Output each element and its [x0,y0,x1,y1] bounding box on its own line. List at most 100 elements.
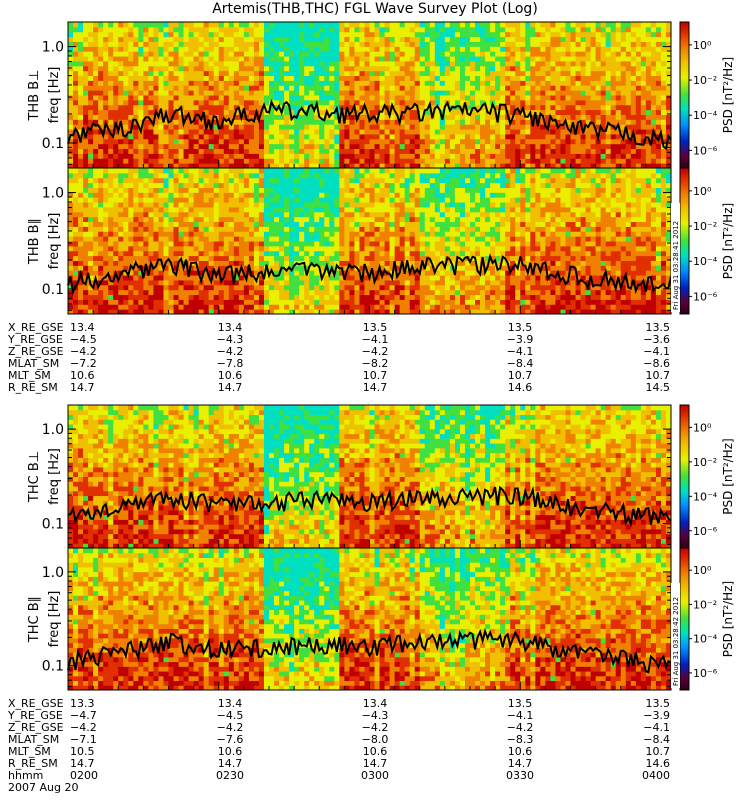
ephemeris-label: MLAT_SM [8,733,60,746]
ephemeris-value: 14.6 [645,757,671,770]
colorbar-tick-label: 10⁻² [693,74,717,87]
colorbar [679,21,690,169]
ephemeris-label: X_RE_GSE [8,697,64,710]
ephemeris-value: −7.8 [216,357,244,370]
spectrogram-cells [68,168,672,315]
colorbar-tick-label: 10⁻⁶ [693,525,718,538]
ephemeris-value: −4.2 [361,345,389,358]
frequency-curve [67,253,672,296]
ephemeris-value: 14.6 [507,381,533,394]
ephemeris-value: −4.1 [643,345,670,358]
y-axis-label-main: THB B∥ [27,218,42,265]
ephemeris-label: Z_RE_GSE [8,721,64,734]
ephemeris-value: 13.4 [217,321,243,334]
colorbar [679,167,690,315]
ephemeris-label: Z_RE_GSE [8,345,64,358]
ephemeris-value: −4.1 [506,345,534,358]
ephemeris-value: 14.7 [362,381,388,394]
ephemeris-label: Y_RE_GSE [8,709,63,722]
frequency-curve [67,485,672,528]
ephemeris-value: −4.2 [216,721,244,734]
colorbar-tick-label: 10⁻⁶ [693,144,718,157]
timestamp-bg [671,583,680,688]
ephemeris-value: 0330 [506,769,534,782]
ephemeris-value: 14.7 [217,757,243,770]
y-axis-label-sub: freq [Hz] [47,67,62,124]
timestamp-bg [671,203,680,312]
ephemeris-value: 10.7 [507,369,533,382]
colorbar-label: PSD [nT²/Hz] [721,581,735,657]
colorbar [679,404,690,549]
ephemeris-value: 10.6 [507,745,533,758]
ephemeris-value: −8.0 [361,733,389,746]
y-tick-label: 0.1 [42,659,64,675]
colorbar-tick-label: 10⁻² [693,456,717,469]
ephemeris-value: 13.4 [70,321,95,334]
spectrogram-cells [68,22,672,169]
ephemeris-label: R_RE_SM [8,381,58,394]
ephemeris-value: 10.7 [362,369,388,382]
colorbar-tick-label: 10⁻⁶ [693,290,718,303]
ephemeris-label: MLAT_SM [8,357,60,370]
ephemeris-value: 10.7 [645,745,671,758]
ephemeris-value: 10.6 [217,369,243,382]
ephemeris-value: 10.5 [70,745,95,758]
colorbar-tick-label: 10⁰ [693,185,712,198]
ephemeris-value: 14.7 [507,757,533,770]
y-axis-label-sub: freq [Hz] [47,213,62,270]
colorbar-tick-label: 10⁻⁴ [693,109,718,122]
ephemeris-label: hhmm [8,769,44,782]
ephemeris-value: −4.5 [70,333,97,346]
spectrogram-panel-thc-bpar: 1.0 0.1 THC B∥ freq [Hz] 10⁰ 10⁻² 10⁻⁴ 10⁻⁶PSD … [27,547,735,691]
ephemeris-value: 0300 [361,769,389,782]
ephemeris-value: 14.7 [217,381,243,394]
ephemeris-value: −8.4 [643,733,670,746]
colorbar-tick-label: 10⁰ [693,564,712,577]
ephemeris-value: −4.3 [216,333,244,346]
y-tick-label: 1.0 [42,422,64,438]
frequency-curve [67,99,672,151]
ephemeris-value: 14.7 [362,757,388,770]
y-tick-label: 1.0 [42,186,64,202]
ephemeris-value: −7.6 [216,733,244,746]
ephemeris-value: 13.5 [507,697,533,710]
ephemeris-value: 13.3 [70,697,95,710]
timestamp-stamp: Fri Aug 31 03:28:41 2012 [672,221,680,310]
ephemeris-value: −8.2 [361,357,389,370]
colorbar [679,547,690,691]
ephemeris-value: 14.7 [70,381,95,394]
y-tick-label: 1.0 [42,40,64,56]
colorbar-tick-label: 10⁻⁴ [693,490,718,503]
ephemeris-value: −4.2 [506,721,534,734]
ephemeris-value: −4.2 [216,345,244,358]
ephemeris-value: 14.7 [70,757,95,770]
ephemeris-value: −4.1 [506,709,534,722]
ephemeris-value: −4.3 [361,709,389,722]
ephemeris-label: MLT_SM [8,369,51,382]
ephemeris-value: −4.7 [70,709,97,722]
spectrogram-cells [68,548,672,691]
ephemeris-value: −8.6 [643,357,670,370]
ephemeris-value: 10.6 [70,369,95,382]
colorbar-label: PSD [nT²/Hz] [721,203,735,279]
ephemeris-value: −4.1 [361,333,389,346]
ephemeris-value: 10.6 [362,745,388,758]
date-label: 2007 Aug 20 [8,781,79,794]
colorbar-tick-label: 10⁻⁶ [693,667,718,680]
y-tick-label: 0.1 [42,282,64,298]
ephemeris-value: −4.2 [70,345,97,358]
ephemeris-value: 10.7 [645,369,671,382]
spectrogram-panel-thb-bpar: 1.0 0.1 THB B∥ freq [Hz] 10⁰ 10⁻² 10⁻⁴ 10⁻⁶PSD … [27,167,735,315]
y-tick-label: 1.0 [42,565,64,581]
ephemeris-value: 13.4 [362,697,388,710]
ephemeris-value: 10.6 [217,745,243,758]
ephemeris-value: 13.5 [645,321,671,334]
y-axis-label-main: THC B∥ [27,596,42,643]
y-axis-label-main: THC B⊥ [27,451,42,503]
ephemeris-value: −8.3 [506,733,534,746]
ephemeris-value: 0230 [216,769,244,782]
ephemeris-value: 13.5 [645,697,671,710]
